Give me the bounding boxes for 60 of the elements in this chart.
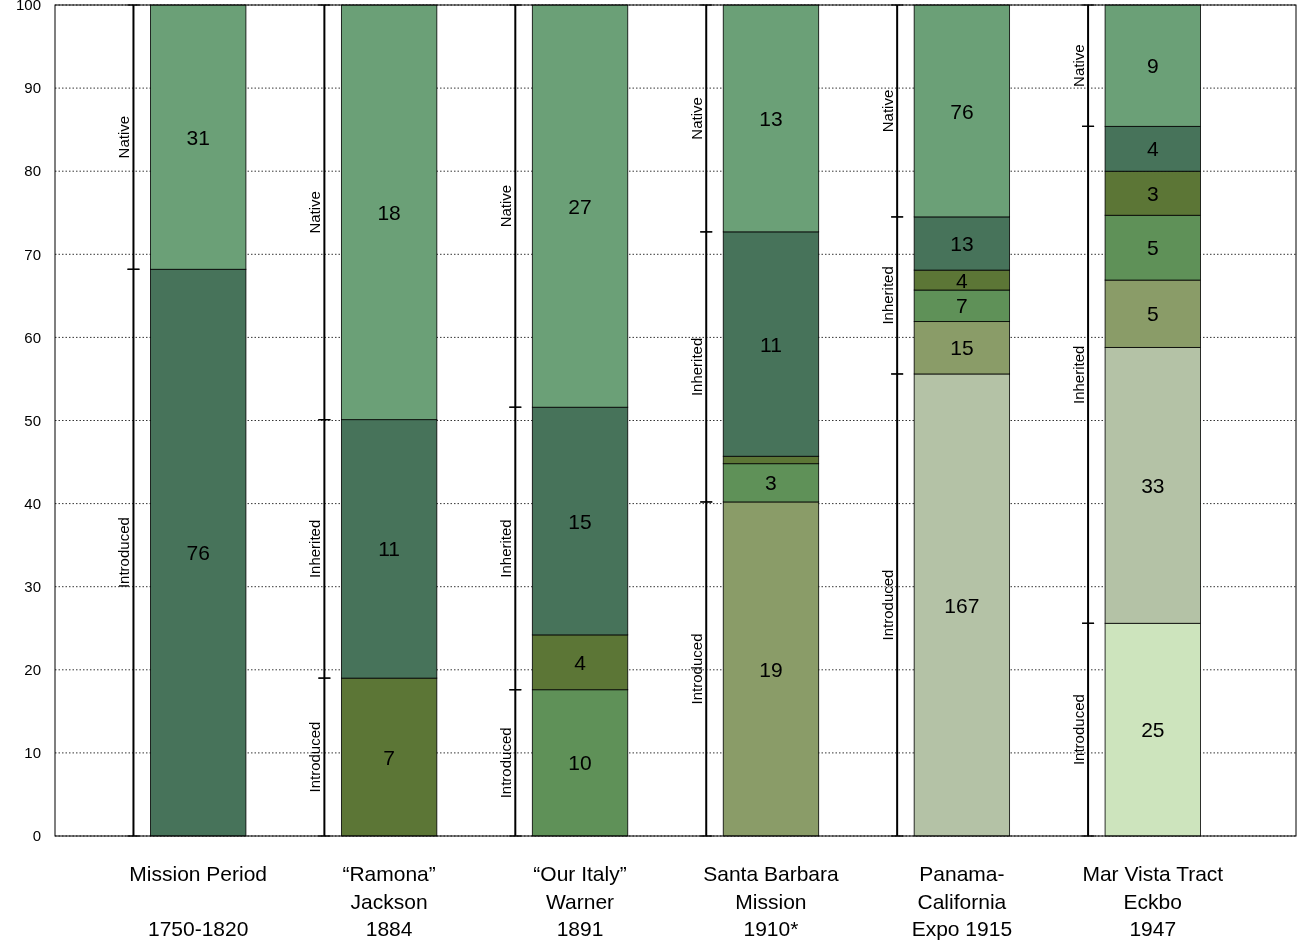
y-tick-label: 60 xyxy=(24,328,41,346)
annotation: 11 xyxy=(760,332,782,356)
y-tick-label: 30 xyxy=(24,577,41,595)
text: Inherited xyxy=(497,519,515,578)
annotation: 13 xyxy=(950,232,974,256)
annotation: 11 xyxy=(378,537,401,561)
y-tick-label: 80 xyxy=(24,162,41,180)
annotation: 4 xyxy=(1146,137,1159,161)
x-tick-label: Santa Barbara Mission 1910* xyxy=(703,862,839,940)
annotation: 18 xyxy=(377,200,401,224)
annotation: 15 xyxy=(568,509,592,533)
text: Native xyxy=(497,184,515,228)
annotation: 4 xyxy=(956,268,969,292)
y-tick-label: 20 xyxy=(24,661,41,679)
annotation: 3 xyxy=(1146,181,1159,205)
annotation: 76 xyxy=(950,99,974,123)
annotation: 10 xyxy=(568,751,592,775)
annotation: 3 xyxy=(765,471,777,495)
text: Introduced xyxy=(306,721,324,793)
annotation: 33 xyxy=(1141,473,1165,497)
annotation: 5 xyxy=(1146,302,1159,326)
text: Native xyxy=(306,191,324,234)
text: Introduced xyxy=(497,727,515,799)
x-tick-label: “Our Italy” Warner 1891 xyxy=(533,862,627,940)
annotation: 15 xyxy=(950,336,974,360)
annotation: 167 xyxy=(944,593,980,617)
text: Native xyxy=(688,97,706,140)
annotation: 31 xyxy=(186,125,210,149)
annotation: 7 xyxy=(956,294,968,318)
y-tick-label: 90 xyxy=(24,79,41,97)
y-tick-label: 10 xyxy=(24,744,41,762)
x-tick-label: Mar Vista Tract Eckbo 1947 xyxy=(1082,862,1224,940)
annotation: 13 xyxy=(759,106,783,130)
text: Introduced xyxy=(688,633,706,705)
text: Native xyxy=(879,89,897,133)
y-tick-label: 0 xyxy=(32,827,41,845)
text: Inherited xyxy=(879,266,897,325)
text: Native xyxy=(115,115,133,159)
annotation: 4 xyxy=(574,650,587,674)
annotation: 9 xyxy=(1146,54,1159,78)
y-tick-label: 70 xyxy=(24,245,41,263)
text: Native xyxy=(1070,44,1088,87)
text: Introduced xyxy=(1070,694,1088,766)
y-tick-label: 40 xyxy=(24,494,41,512)
annotation: 5 xyxy=(1146,236,1159,260)
category-label: Mission Period 1750-1820 xyxy=(129,862,268,940)
text: Inherited xyxy=(1070,345,1088,404)
text: Introduced xyxy=(115,517,133,589)
annotation: 7 xyxy=(383,745,395,769)
annotation: 25 xyxy=(1141,718,1165,742)
annotation: 27 xyxy=(568,194,592,218)
text: Inherited xyxy=(688,337,706,397)
text: Introduced xyxy=(879,569,897,641)
x-tick-label: “Ramona” Jackson 1884 xyxy=(342,862,436,940)
annotation: 19 xyxy=(759,657,783,681)
y-tick-label: 50 xyxy=(24,411,41,429)
text: Inherited xyxy=(306,519,324,579)
x-tick-label: Panama- California Expo 1915 xyxy=(911,862,1013,940)
annotation: 76 xyxy=(186,541,210,565)
y-tick-label: 100 xyxy=(15,0,41,14)
